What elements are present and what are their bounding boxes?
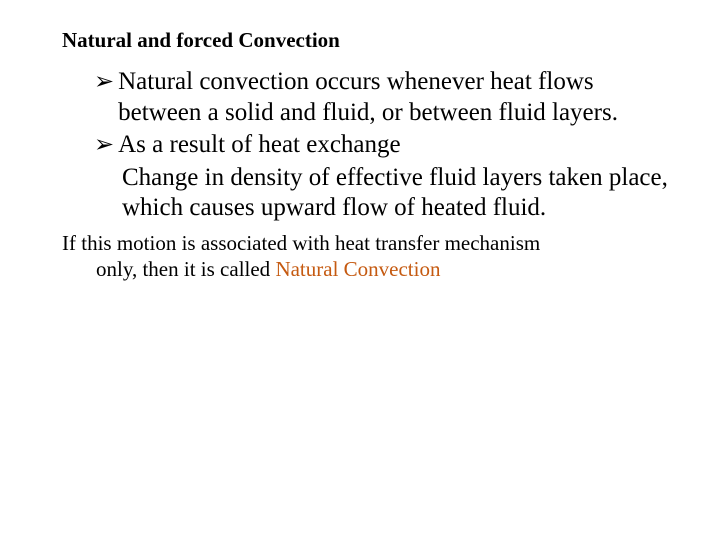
footer-highlight: Natural Convection: [275, 257, 440, 281]
bullet-item: ➢ Natural convection occurs whenever hea…: [94, 67, 672, 128]
bullet-text: Natural convection occurs whenever heat …: [118, 67, 672, 128]
footer-paragraph: If this motion is associated with heat t…: [62, 230, 672, 284]
bullet-text: As a result of heat exchange: [118, 130, 672, 161]
bullet-continuation: Change in density of effective fluid lay…: [122, 163, 672, 224]
bullet-item: ➢ As a result of heat exchange: [94, 130, 672, 161]
footer-text: only, then it is called: [96, 257, 275, 281]
footer-line: only, then it is called Natural Convecti…: [96, 256, 672, 283]
bullet-marker-icon: ➢: [94, 130, 114, 159]
footer-line: If this motion is associated with heat t…: [62, 230, 672, 257]
slide-heading: Natural and forced Convection: [62, 28, 672, 53]
bullet-list: ➢ Natural convection occurs whenever hea…: [94, 67, 672, 224]
bullet-marker-icon: ➢: [94, 67, 114, 96]
